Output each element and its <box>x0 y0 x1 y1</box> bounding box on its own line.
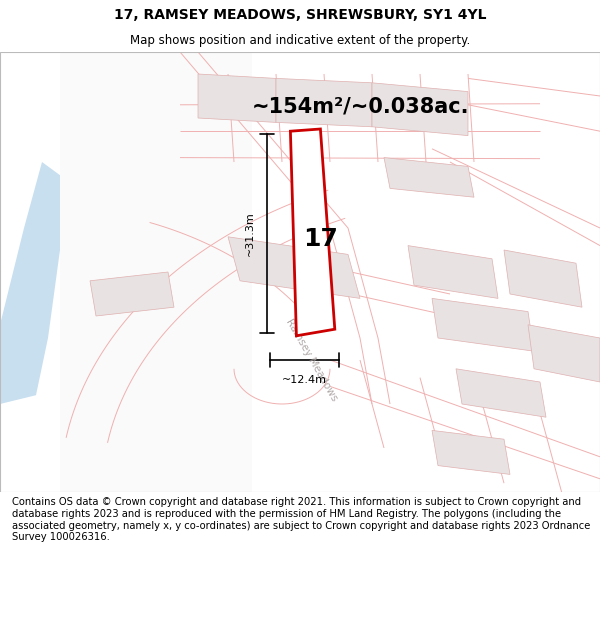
Text: Contains OS data © Crown copyright and database right 2021. This information is : Contains OS data © Crown copyright and d… <box>12 498 590 542</box>
Polygon shape <box>290 129 335 336</box>
Text: 17, RAMSEY MEADOWS, SHREWSBURY, SY1 4YL: 17, RAMSEY MEADOWS, SHREWSBURY, SY1 4YL <box>114 8 486 21</box>
Polygon shape <box>456 369 546 418</box>
Text: Ramsey Meadows: Ramsey Meadows <box>284 317 340 403</box>
Polygon shape <box>384 158 474 198</box>
Text: ~12.4m: ~12.4m <box>282 375 327 385</box>
Polygon shape <box>432 298 534 351</box>
Polygon shape <box>276 78 372 127</box>
Polygon shape <box>60 52 252 492</box>
Text: 17: 17 <box>304 227 338 251</box>
Polygon shape <box>432 431 510 474</box>
Text: Map shows position and indicative extent of the property.: Map shows position and indicative extent… <box>130 34 470 47</box>
Polygon shape <box>198 74 276 122</box>
Polygon shape <box>90 272 174 316</box>
Polygon shape <box>0 162 60 404</box>
Polygon shape <box>372 82 468 136</box>
Polygon shape <box>528 325 600 382</box>
Text: ~31.3m: ~31.3m <box>245 211 255 256</box>
Polygon shape <box>504 250 582 308</box>
Polygon shape <box>228 237 360 298</box>
Polygon shape <box>408 246 498 298</box>
Text: ~154m²/~0.038ac.: ~154m²/~0.038ac. <box>252 97 470 117</box>
